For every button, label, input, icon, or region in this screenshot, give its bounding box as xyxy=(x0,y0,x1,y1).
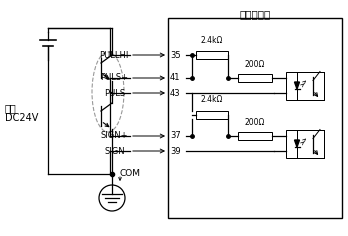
Text: 35: 35 xyxy=(170,51,181,59)
Text: 200Ω: 200Ω xyxy=(245,60,265,69)
Text: 伺服驅動器: 伺服驅動器 xyxy=(239,9,271,19)
Bar xyxy=(286,72,324,100)
Text: 200Ω: 200Ω xyxy=(245,118,265,127)
Text: SIGN-: SIGN- xyxy=(104,147,128,156)
Text: 外部: 外部 xyxy=(5,103,17,113)
Text: 41: 41 xyxy=(170,73,181,83)
Text: 43: 43 xyxy=(170,88,181,97)
Polygon shape xyxy=(294,82,300,89)
Polygon shape xyxy=(294,140,300,147)
Bar xyxy=(286,130,324,157)
Text: 39: 39 xyxy=(170,147,181,156)
Text: SIGN+: SIGN+ xyxy=(101,131,128,140)
Text: 2.4kΩ: 2.4kΩ xyxy=(201,96,223,105)
Text: PULS+: PULS+ xyxy=(100,73,128,83)
Text: PULLHI: PULLHI xyxy=(98,51,128,59)
Bar xyxy=(238,132,272,140)
Text: PULS-: PULS- xyxy=(104,88,128,97)
Bar xyxy=(196,110,228,118)
Text: COM: COM xyxy=(120,169,141,178)
Bar xyxy=(196,51,228,59)
Text: 37: 37 xyxy=(170,131,181,140)
Bar xyxy=(238,74,272,82)
Text: DC24V: DC24V xyxy=(5,113,38,123)
Bar xyxy=(168,18,342,218)
Text: 2.4kΩ: 2.4kΩ xyxy=(201,36,223,45)
